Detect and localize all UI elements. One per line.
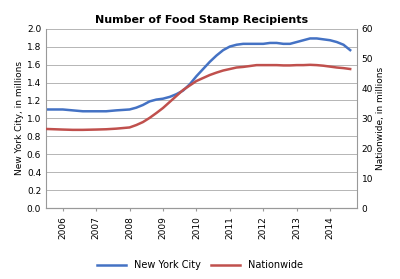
Y-axis label: New York City, in millions: New York City, in millions	[15, 61, 24, 175]
Title: Number of Food Stamp Recipients: Number of Food Stamp Recipients	[95, 15, 308, 25]
Y-axis label: Nationwide, in millions: Nationwide, in millions	[376, 67, 385, 170]
Legend: New York City, Nationwide: New York City, Nationwide	[93, 256, 307, 274]
